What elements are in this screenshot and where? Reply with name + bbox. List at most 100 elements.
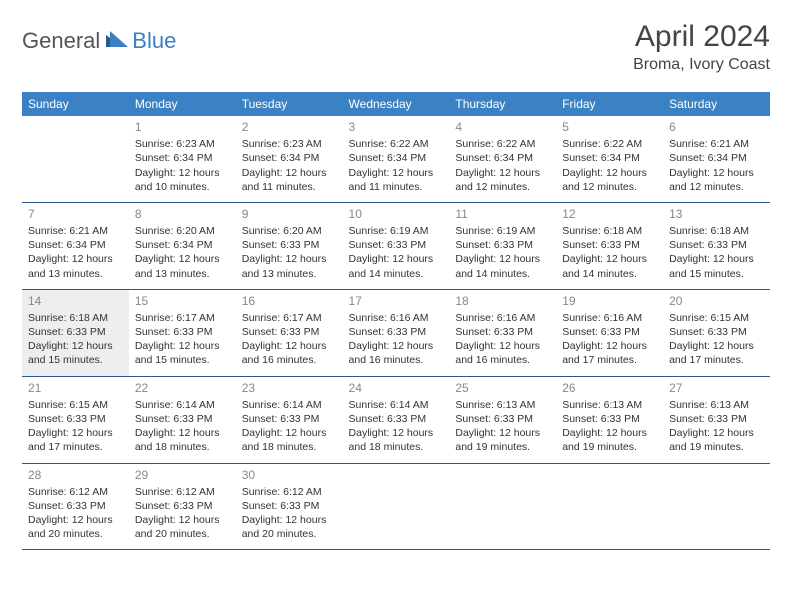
daylight-line: Daylight: 12 hours and 10 minutes.: [135, 166, 230, 194]
daylight-line: Daylight: 12 hours and 14 minutes.: [349, 252, 444, 280]
sunset-line: Sunset: 6:33 PM: [135, 412, 230, 426]
calendar-cell: 16Sunrise: 6:17 AMSunset: 6:33 PMDayligh…: [236, 289, 343, 376]
sunrise-line: Sunrise: 6:15 AM: [28, 398, 123, 412]
sunset-line: Sunset: 6:33 PM: [455, 238, 550, 252]
sunset-line: Sunset: 6:34 PM: [562, 151, 657, 165]
calendar-cell: 18Sunrise: 6:16 AMSunset: 6:33 PMDayligh…: [449, 289, 556, 376]
calendar-cell: [343, 463, 450, 550]
sunset-line: Sunset: 6:33 PM: [562, 325, 657, 339]
day-number: 20: [669, 293, 764, 309]
calendar-cell: 23Sunrise: 6:14 AMSunset: 6:33 PMDayligh…: [236, 376, 343, 463]
sunrise-line: Sunrise: 6:22 AM: [455, 137, 550, 151]
logo: General Blue: [22, 28, 176, 54]
calendar-cell: 5Sunrise: 6:22 AMSunset: 6:34 PMDaylight…: [556, 116, 663, 202]
sunset-line: Sunset: 6:34 PM: [669, 151, 764, 165]
sunrise-line: Sunrise: 6:16 AM: [562, 311, 657, 325]
daylight-line: Daylight: 12 hours and 20 minutes.: [28, 513, 123, 541]
calendar-cell: 4Sunrise: 6:22 AMSunset: 6:34 PMDaylight…: [449, 116, 556, 202]
day-number: 10: [349, 206, 444, 222]
sunrise-line: Sunrise: 6:16 AM: [455, 311, 550, 325]
daylight-line: Daylight: 12 hours and 19 minutes.: [669, 426, 764, 454]
calendar-cell: 7Sunrise: 6:21 AMSunset: 6:34 PMDaylight…: [22, 202, 129, 289]
daylight-line: Daylight: 12 hours and 13 minutes.: [28, 252, 123, 280]
sunset-line: Sunset: 6:33 PM: [669, 412, 764, 426]
daylight-line: Daylight: 12 hours and 19 minutes.: [562, 426, 657, 454]
daylight-line: Daylight: 12 hours and 11 minutes.: [349, 166, 444, 194]
daylight-line: Daylight: 12 hours and 18 minutes.: [349, 426, 444, 454]
sunset-line: Sunset: 6:33 PM: [242, 412, 337, 426]
calendar-cell: 20 Sunrise: 6:15 AMSunset: 6:33 PMDayligh…: [663, 289, 770, 376]
sunrise-line: Sunrise: 6:15 AM: [669, 311, 764, 325]
calendar-cell: [663, 463, 770, 550]
sunrise-line: Sunrise: 6:16 AM: [349, 311, 444, 325]
daylight-line: Daylight: 12 hours and 12 minutes.: [669, 166, 764, 194]
sunset-line: Sunset: 6:33 PM: [28, 499, 123, 513]
calendar-cell: 2Sunrise: 6:23 AMSunset: 6:34 PMDaylight…: [236, 116, 343, 202]
sunset-line: Sunset: 6:34 PM: [242, 151, 337, 165]
calendar-cell: 19Sunrise: 6:16 AMSunset: 6:33 PMDayligh…: [556, 289, 663, 376]
day-number: 22: [135, 380, 230, 396]
daylight-line: Daylight: 12 hours and 17 minutes.: [669, 339, 764, 367]
day-number: 7: [28, 206, 123, 222]
day-number: 9: [242, 206, 337, 222]
title-block: April 2024 Broma, Ivory Coast: [633, 20, 770, 74]
calendar-cell: 27Sunrise: 6:13 AMSunset: 6:33 PMDayligh…: [663, 376, 770, 463]
sunset-line: Sunset: 6:33 PM: [28, 325, 123, 339]
sunset-line: Sunset: 6:33 PM: [349, 412, 444, 426]
daylight-line: Daylight: 12 hours and 17 minutes.: [28, 426, 123, 454]
sunset-line: Sunset: 6:33 PM: [562, 238, 657, 252]
sunrise-line: Sunrise: 6:21 AM: [669, 137, 764, 151]
sunrise-line: Sunrise: 6:19 AM: [455, 224, 550, 238]
day-number: 24: [349, 380, 444, 396]
day-number: 16: [242, 293, 337, 309]
sunset-line: Sunset: 6:33 PM: [455, 412, 550, 426]
day-number: 14: [28, 293, 123, 309]
day-number: 4: [455, 119, 550, 135]
sunrise-line: Sunrise: 6:13 AM: [562, 398, 657, 412]
day-number: 26: [562, 380, 657, 396]
calendar-cell: 29Sunrise: 6:12 AMSunset: 6:33 PMDayligh…: [129, 463, 236, 550]
sunset-line: Sunset: 6:33 PM: [669, 325, 764, 339]
day-number: 17: [349, 293, 444, 309]
calendar-cell: 1Sunrise: 6:23 AMSunset: 6:34 PMDaylight…: [129, 116, 236, 202]
sunrise-line: Sunrise: 6:21 AM: [28, 224, 123, 238]
daylight-line: Daylight: 12 hours and 15 minutes.: [28, 339, 123, 367]
location-label: Broma, Ivory Coast: [633, 56, 770, 74]
sunrise-line: Sunrise: 6:20 AM: [242, 224, 337, 238]
calendar-cell: 26Sunrise: 6:13 AMSunset: 6:33 PMDayligh…: [556, 376, 663, 463]
day-number: 30: [242, 467, 337, 483]
sunrise-line: Sunrise: 6:23 AM: [242, 137, 337, 151]
calendar-row: 7Sunrise: 6:21 AMSunset: 6:34 PMDaylight…: [22, 202, 770, 289]
daylight-line: Daylight: 12 hours and 15 minutes.: [669, 252, 764, 280]
weekday-header: Tuesday: [236, 92, 343, 116]
sunset-line: Sunset: 6:33 PM: [135, 325, 230, 339]
daylight-line: Daylight: 12 hours and 16 minutes.: [455, 339, 550, 367]
day-number: 25: [455, 380, 550, 396]
daylight-line: Daylight: 12 hours and 20 minutes.: [242, 513, 337, 541]
calendar-cell: 30Sunrise: 6:12 AMSunset: 6:33 PMDayligh…: [236, 463, 343, 550]
day-number: 11: [455, 206, 550, 222]
sunrise-line: Sunrise: 6:17 AM: [135, 311, 230, 325]
daylight-line: Daylight: 12 hours and 11 minutes.: [242, 166, 337, 194]
calendar-cell: [22, 116, 129, 202]
sunset-line: Sunset: 6:33 PM: [242, 499, 337, 513]
sunset-line: Sunset: 6:34 PM: [135, 151, 230, 165]
sunrise-line: Sunrise: 6:19 AM: [349, 224, 444, 238]
logo-text-blue: Blue: [132, 28, 176, 54]
sunset-line: Sunset: 6:33 PM: [242, 325, 337, 339]
sunrise-line: Sunrise: 6:20 AM: [135, 224, 230, 238]
calendar-cell: 13Sunrise: 6:18 AMSunset: 6:33 PMDayligh…: [663, 202, 770, 289]
calendar-cell: 11Sunrise: 6:19 AMSunset: 6:33 PMDayligh…: [449, 202, 556, 289]
sunset-line: Sunset: 6:33 PM: [349, 238, 444, 252]
day-number: 18: [455, 293, 550, 309]
day-number: 1: [135, 119, 230, 135]
calendar-cell: 14Sunrise: 6:18 AMSunset: 6:33 PMDayligh…: [22, 289, 129, 376]
calendar-cell: 9Sunrise: 6:20 AMSunset: 6:33 PMDaylight…: [236, 202, 343, 289]
logo-triangle-icon: [106, 31, 128, 52]
daylight-line: Daylight: 12 hours and 17 minutes.: [562, 339, 657, 367]
weekday-header: Sunday: [22, 92, 129, 116]
calendar-cell: 6Sunrise: 6:21 AMSunset: 6:34 PMDaylight…: [663, 116, 770, 202]
daylight-line: Daylight: 12 hours and 19 minutes.: [455, 426, 550, 454]
calendar-cell: [556, 463, 663, 550]
calendar-cell: 22Sunrise: 6:14 AMSunset: 6:33 PMDayligh…: [129, 376, 236, 463]
